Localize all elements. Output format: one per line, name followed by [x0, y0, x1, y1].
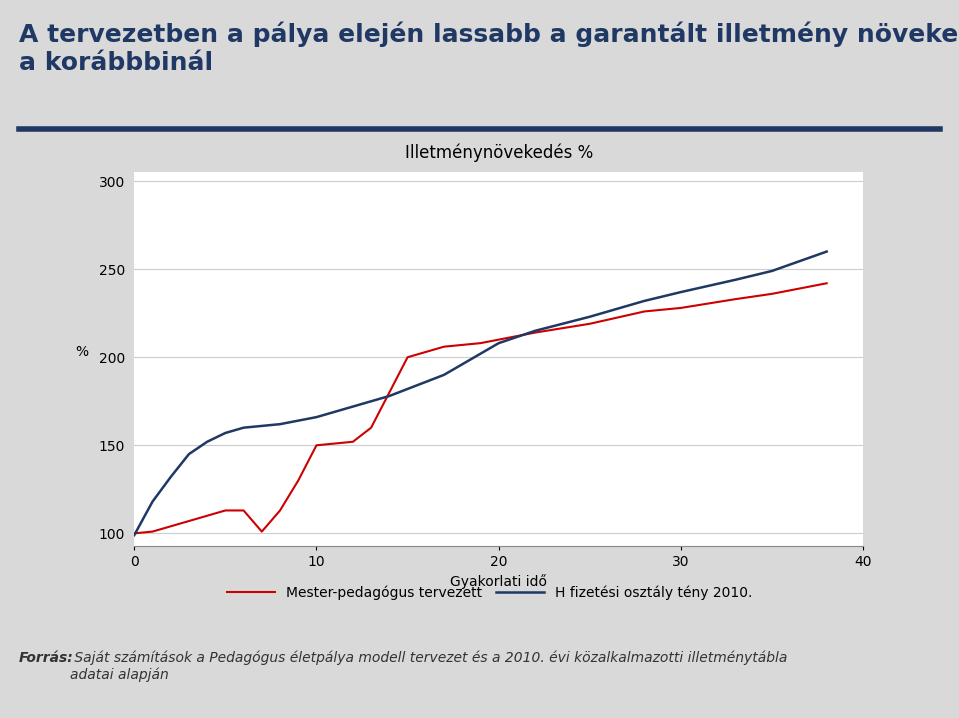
Mester-pedagógus tervezett — [584, 320, 596, 328]
Line: H fizetési osztály tény 2010.: H fizetési osztály tény 2010. — [134, 251, 827, 535]
Mester-pedagógus tervezett — [456, 340, 468, 349]
H fizetési osztály tény 2010. — [129, 531, 140, 539]
H fizetési osztály tény 2010. — [165, 472, 176, 481]
Mester-pedagógus tervezett — [183, 517, 195, 526]
Mester-pedagógus tervezett — [329, 439, 340, 448]
Mester-pedagógus tervezett — [639, 307, 650, 316]
H fizetési osztály tény 2010. — [147, 498, 158, 506]
Mester-pedagógus tervezett — [274, 506, 286, 515]
H fizetési osztály tény 2010. — [292, 416, 304, 425]
Text: H fizetési osztály tény 2010.: H fizetési osztály tény 2010. — [554, 585, 752, 600]
Mester-pedagógus tervezett — [766, 289, 778, 298]
Text: Forrás:: Forrás: — [19, 651, 74, 665]
Mester-pedagógus tervezett — [201, 511, 213, 520]
Mester-pedagógus tervezett — [402, 353, 413, 362]
H fizetési osztály tény 2010. — [730, 276, 741, 284]
H fizetési osztály tény 2010. — [675, 288, 687, 297]
Title: Illetménynövekedés %: Illetménynövekedés % — [405, 144, 593, 162]
Mester-pedagógus tervezett — [165, 522, 176, 531]
Mester-pedagógus tervezett — [821, 279, 832, 288]
H fizetési osztály tény 2010. — [766, 266, 778, 275]
Mester-pedagógus tervezett — [384, 388, 395, 397]
H fizetési osztály tény 2010. — [238, 424, 249, 432]
H fizetési osztály tény 2010. — [311, 413, 322, 421]
Mester-pedagógus tervezett — [347, 437, 359, 446]
Mester-pedagógus tervezett — [420, 348, 432, 356]
H fizetési osztály tény 2010. — [639, 297, 650, 305]
Y-axis label: %: % — [76, 345, 89, 359]
Text: A tervezetben a pálya elején lassabb a garantált illetmény növekedési üteme
a ko: A tervezetben a pálya elején lassabb a g… — [19, 22, 959, 75]
Mester-pedagógus tervezett — [529, 328, 541, 337]
H fizetési osztály tény 2010. — [201, 437, 213, 446]
Mester-pedagógus tervezett — [220, 506, 231, 515]
Mester-pedagógus tervezett — [311, 441, 322, 449]
H fizetési osztály tény 2010. — [347, 402, 359, 411]
Mester-pedagógus tervezett — [438, 342, 450, 351]
H fizetési osztály tény 2010. — [438, 370, 450, 379]
H fizetési osztály tény 2010. — [821, 247, 832, 256]
Mester-pedagógus tervezett — [475, 339, 486, 348]
Mester-pedagógus tervezett — [256, 527, 268, 536]
Mester-pedagógus tervezett — [147, 527, 158, 536]
X-axis label: Gyakorlati idő: Gyakorlati idő — [450, 574, 548, 589]
H fizetési osztály tény 2010. — [274, 420, 286, 429]
H fizetési osztály tény 2010. — [220, 429, 231, 437]
H fizetési osztály tény 2010. — [493, 339, 504, 348]
H fizetési osztály tény 2010. — [584, 312, 596, 321]
Mester-pedagógus tervezett — [238, 506, 249, 515]
H fizetési osztály tény 2010. — [384, 392, 395, 401]
Text: Mester-pedagógus tervezett: Mester-pedagógus tervezett — [286, 585, 482, 600]
Text: Saját számítások a Pedagógus életpálya modell tervezet és a 2010. évi közalkalma: Saját számítások a Pedagógus életpálya m… — [70, 651, 787, 682]
Mester-pedagógus tervezett — [675, 304, 687, 312]
H fizetési osztály tény 2010. — [183, 449, 195, 458]
Mester-pedagógus tervezett — [292, 476, 304, 485]
H fizetési osztály tény 2010. — [256, 421, 268, 430]
Mester-pedagógus tervezett — [129, 529, 140, 538]
Mester-pedagógus tervezett — [730, 295, 741, 304]
Mester-pedagógus tervezett — [365, 424, 377, 432]
H fizetési osztály tény 2010. — [402, 385, 413, 393]
Mester-pedagógus tervezett — [493, 335, 504, 344]
Line: Mester-pedagógus tervezett: Mester-pedagógus tervezett — [134, 284, 827, 533]
H fizetési osztály tény 2010. — [529, 327, 541, 335]
